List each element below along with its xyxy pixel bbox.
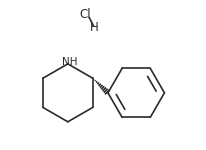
Text: H: H: [90, 21, 98, 34]
Text: Cl: Cl: [80, 8, 91, 21]
Text: NH: NH: [61, 57, 77, 67]
